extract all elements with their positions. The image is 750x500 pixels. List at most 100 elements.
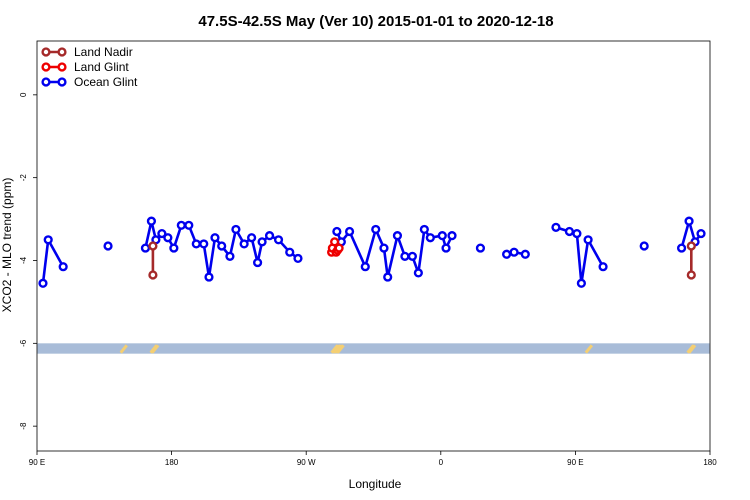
data-point xyxy=(293,253,303,264)
land-mark xyxy=(584,344,594,354)
land-mark xyxy=(687,344,697,354)
data-point xyxy=(163,233,173,243)
data-point xyxy=(148,241,158,251)
legend-marker xyxy=(41,77,51,87)
data-point xyxy=(330,237,340,247)
data-point xyxy=(334,243,344,253)
data-point xyxy=(148,270,158,280)
data-point xyxy=(425,233,435,243)
data-point xyxy=(38,278,48,288)
y-tick-label: -6 xyxy=(19,339,28,347)
data-point xyxy=(344,226,355,237)
data-point xyxy=(247,233,257,243)
data-point xyxy=(572,228,582,239)
data-point xyxy=(598,262,608,272)
data-point xyxy=(520,249,530,259)
y-tick-label: 0 xyxy=(19,92,28,97)
data-point xyxy=(371,224,381,235)
x-tick-label: 180 xyxy=(703,458,717,467)
data-point xyxy=(157,228,167,239)
y-axis-label: XCO2 - MLO trend (ppm) xyxy=(0,178,14,313)
legend-item: Ocean Glint xyxy=(41,75,138,89)
data-point xyxy=(686,270,696,280)
data-point xyxy=(360,262,370,272)
data-point xyxy=(576,278,586,288)
data-point xyxy=(551,222,561,232)
data-point xyxy=(383,272,393,282)
data-point xyxy=(332,226,342,237)
data-point xyxy=(103,241,113,251)
data-point xyxy=(199,239,209,249)
data-point xyxy=(285,247,295,257)
data-point xyxy=(696,228,706,239)
series-land-glint xyxy=(327,237,344,257)
legend-marker xyxy=(57,47,67,57)
data-point xyxy=(225,251,235,261)
data-point xyxy=(204,272,214,282)
data-point xyxy=(239,239,249,249)
data-point xyxy=(231,224,241,235)
plot-frame xyxy=(36,40,711,452)
legend-marker xyxy=(57,62,67,72)
data-point xyxy=(176,220,186,230)
data-point xyxy=(191,239,201,249)
x-tick-label: 90 E xyxy=(29,458,45,467)
data-point xyxy=(437,231,447,241)
chart-title: 47.5S-42.5S May (Ver 10) 2015-01-01 to 2… xyxy=(198,13,553,30)
data-point xyxy=(686,241,696,251)
data-point xyxy=(257,237,267,247)
land-band-layer xyxy=(37,343,710,354)
data-point xyxy=(379,243,389,253)
data-point xyxy=(400,251,410,261)
data-point xyxy=(475,243,486,253)
legend-label: Ocean Glint xyxy=(74,75,138,89)
data-point xyxy=(583,235,593,245)
data-point xyxy=(146,216,157,226)
data-point xyxy=(43,235,53,245)
legend-label: Land Glint xyxy=(74,60,129,74)
data-point xyxy=(447,231,457,241)
data-point xyxy=(252,257,263,268)
legend-item: Land Nadir xyxy=(41,45,133,59)
series-line xyxy=(680,216,703,249)
legend-marker xyxy=(41,47,51,57)
data-point xyxy=(264,231,275,241)
land-mark xyxy=(336,344,345,354)
data-point xyxy=(564,226,575,237)
legend-item: Land Glint xyxy=(41,60,129,74)
x-tick-label: 90 W xyxy=(297,458,316,467)
x-tick-label: 180 xyxy=(165,458,179,467)
data-point xyxy=(273,235,284,245)
series-line xyxy=(41,235,65,284)
land-mark xyxy=(119,344,128,354)
data-point xyxy=(140,243,151,253)
data-point xyxy=(392,231,403,241)
series-land-nadir xyxy=(148,241,696,280)
y-axis-ticks: 0 -2 -4 -6 -8 xyxy=(19,92,37,430)
land-mark xyxy=(150,344,160,354)
y-tick-label: -4 xyxy=(19,256,28,264)
data-point xyxy=(210,233,220,243)
y-tick-label: -8 xyxy=(19,422,28,430)
x-tick-label: 90 E xyxy=(567,458,583,467)
series-layer xyxy=(38,216,706,288)
data-point xyxy=(217,241,227,251)
series-ocean-glint xyxy=(38,216,706,288)
land-band xyxy=(37,343,710,354)
legend-marker xyxy=(57,77,67,87)
data-point xyxy=(639,241,649,251)
data-point xyxy=(676,243,687,253)
legend-label: Land Nadir xyxy=(74,45,133,59)
data-point xyxy=(419,224,429,235)
data-point xyxy=(58,262,68,272)
data-point xyxy=(169,243,179,253)
y-tick-label: -2 xyxy=(19,174,28,182)
series-line xyxy=(335,225,454,278)
data-point xyxy=(509,247,519,257)
data-point xyxy=(441,243,451,253)
data-point xyxy=(184,220,194,230)
data-point xyxy=(407,251,417,261)
x-axis-label: Longitude xyxy=(349,477,402,491)
